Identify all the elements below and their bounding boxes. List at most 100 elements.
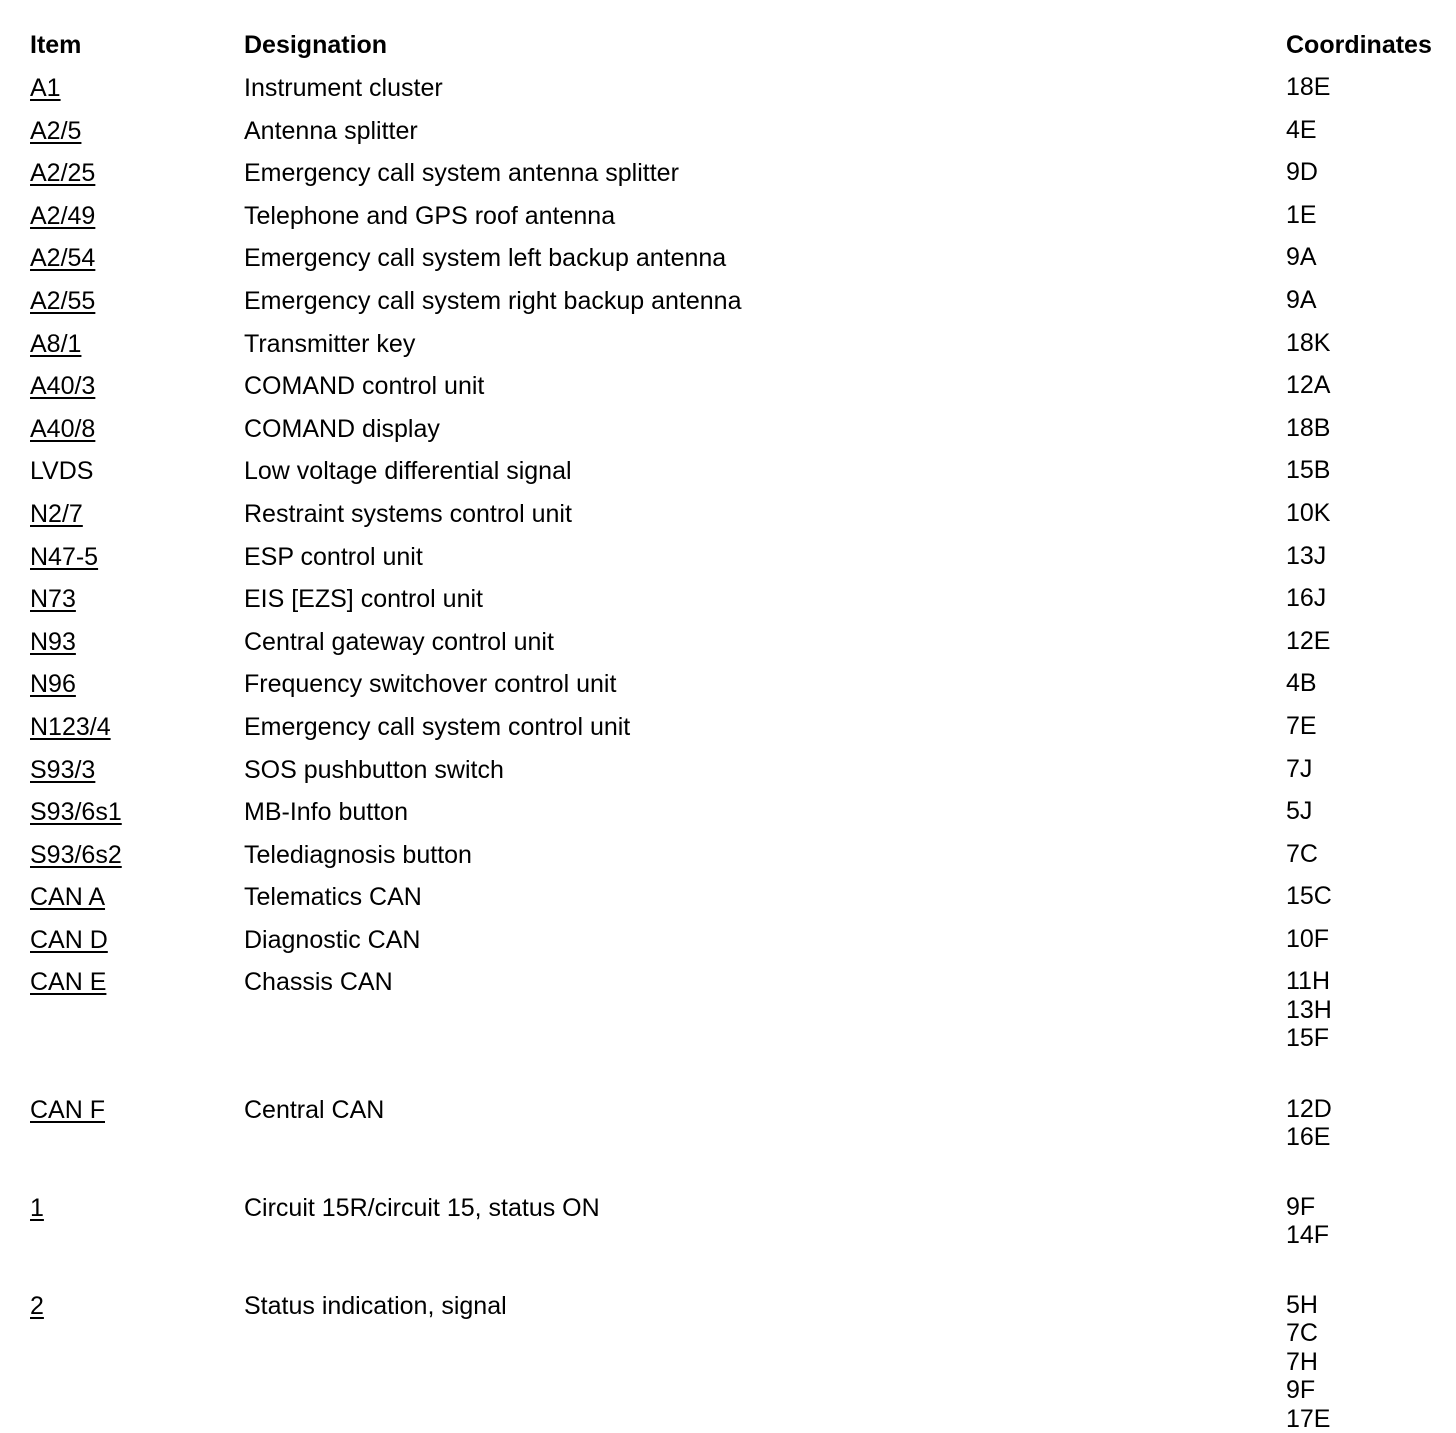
table-cell-coordinates: 7C [1285,840,1456,869]
coordinate-value: 5H [1286,1290,1318,1319]
item-link[interactable]: A40/8 [30,414,96,443]
table-cell-designation: Telephone and GPS roof antenna [244,201,616,230]
item-link[interactable]: A2/25 [30,159,96,188]
table-cell-item[interactable]: S93/6s1 [0,797,244,827]
table-cell-coordinates: 5H 7C 7H 9F 17E [1285,1291,1456,1433]
coordinate-value: 16E [1286,1123,1331,1152]
coordinate-value: 12E [1286,626,1331,655]
coordinate-value: 17E [1286,1404,1331,1433]
table-cell-item[interactable]: A2/49 [0,201,244,231]
coordinate-value: 9F [1286,1376,1316,1405]
item-link[interactable]: A2/55 [30,286,96,315]
item-link[interactable]: N2/7 [30,499,83,528]
table-cell-item[interactable]: A40/3 [0,371,244,401]
item-link[interactable]: N96 [30,670,76,699]
table-cell-item[interactable]: 2 [0,1291,244,1321]
item-link[interactable]: CAN D [30,925,108,954]
table-cell-item[interactable]: CAN E [0,967,244,997]
item-label: LVDS [30,457,94,486]
table-cell-designation: Antenna splitter [244,116,418,145]
table-cell-item[interactable]: A2/5 [0,116,244,146]
table-cell-item[interactable]: N123/4 [0,712,244,742]
item-link[interactable]: N47-5 [30,542,99,571]
item-link[interactable]: A2/54 [30,244,96,273]
table-cell-designation: Emergency call system left backup antenn… [244,244,727,273]
coordinate-value: 10F [1286,924,1330,953]
table-cell-item[interactable]: A8/1 [0,329,244,359]
item-link[interactable]: N123/4 [30,712,111,741]
table-row: N96 Frequency switchover control unit 4B [0,669,1456,712]
coordinate-value: 18E [1286,73,1331,101]
coordinate-value: 15C [1286,882,1332,911]
item-link[interactable]: 1 [30,1193,44,1222]
table-cell-coordinates: 15B [1285,456,1456,485]
table-cell-designation: Circuit 15R/circuit 15, status ON [244,1193,600,1222]
item-link[interactable]: S93/3 [30,755,96,784]
table-cell-designation: Instrument cluster [244,74,443,102]
table-row: A2/55 Emergency call system right backup … [0,286,1456,329]
table-cell-item[interactable]: A2/25 [0,158,244,188]
table-cell-item[interactable]: A2/55 [0,286,244,316]
table-row: A2/5 Antenna splitter 4E [0,116,1456,159]
coordinate-value: 9F [1286,1192,1316,1221]
table-cell-item[interactable]: N47-5 [0,542,244,572]
table-cell-coordinates: 12A [1285,371,1456,400]
coordinate-value: 14F [1286,1221,1330,1250]
table-row: 1 Circuit 15R/circuit 15, status ON 9F 14F [0,1193,1456,1250]
table-cell-item[interactable]: S93/6s2 [0,840,244,870]
table-cell-item[interactable]: A1 [0,73,244,103]
item-link[interactable]: A2/5 [30,116,82,145]
table-row: CAN E Chassis CAN 11H 13H 15F [0,967,1456,1053]
item-link[interactable]: S93/6s2 [30,840,122,869]
coordinate-value: 13J [1286,541,1327,570]
table-cell-item[interactable]: N2/7 [0,499,244,529]
table-cell-designation: COMAND display [244,414,440,443]
table-cell-designation: Transmitter key [244,329,416,358]
coordinate-value: 15B [1286,456,1331,485]
item-link[interactable]: A40/3 [30,372,96,401]
table-cell-item[interactable]: N73 [0,584,244,614]
item-link[interactable]: CAN F [30,1095,105,1124]
item-link[interactable]: N73 [30,585,76,614]
table-cell-designation: Emergency call system right backup anten… [244,286,742,315]
table-cell-designation: Low voltage differential signal [244,457,572,486]
item-link[interactable]: 2 [30,1291,44,1320]
item-link[interactable]: CAN A [30,883,106,912]
coordinate-value: 4E [1286,115,1317,144]
table-cell-item[interactable]: CAN D [0,925,244,955]
item-link[interactable]: A2/49 [30,201,96,230]
table-row: A8/1 Transmitter key 18K [0,329,1456,372]
table-cell-item[interactable]: A40/8 [0,414,244,444]
item-link[interactable]: CAN E [30,968,107,997]
item-link[interactable]: N93 [30,627,76,656]
table-cell-coordinates: 5J [1285,797,1456,826]
table-cell-item[interactable]: N96 [0,669,244,699]
table-cell-designation: Central CAN [244,1095,385,1124]
coordinate-value: 9A [1286,243,1317,272]
table-cell-designation: Diagnostic CAN [244,925,421,954]
table-cell-designation: Chassis CAN [244,968,393,997]
item-link[interactable]: S93/6s1 [30,798,122,827]
coordinate-value: 15F [1286,1024,1330,1053]
item-link[interactable]: A1 [30,74,61,102]
table-row: N93 Central gateway control unit 12E [0,627,1456,670]
table-cell-item[interactable]: CAN F [0,1095,244,1125]
table-row: N47-5 ESP control unit 13J [0,542,1456,585]
table-cell-coordinates: 18B [1285,414,1456,443]
table-row: 2 Status indication, signal 5H 7C 7H 9F 17E [0,1291,1456,1433]
table-row: N123/4 Emergency call system control unit… [0,712,1456,755]
table-row: N73 EIS [EZS] control unit 16J [0,584,1456,627]
coordinate-value: 7C [1286,839,1318,868]
coordinate-value: 9D [1286,158,1318,187]
table-cell-item[interactable]: CAN A [0,882,244,912]
table-cell-item[interactable]: S93/3 [0,755,244,785]
table-cell-designation: Telematics CAN [244,883,422,912]
table-row: A1 Instrument cluster 18E [0,73,1456,116]
table-cell-item[interactable]: A2/54 [0,243,244,273]
coordinate-value: 18B [1286,413,1331,442]
table-cell-item[interactable]: N93 [0,627,244,657]
table-body: A1 Instrument cluster 18E A2/5 Antenna split… [0,73,1456,1433]
table-cell-item[interactable]: 1 [0,1193,244,1223]
item-link[interactable]: A8/1 [30,329,82,358]
